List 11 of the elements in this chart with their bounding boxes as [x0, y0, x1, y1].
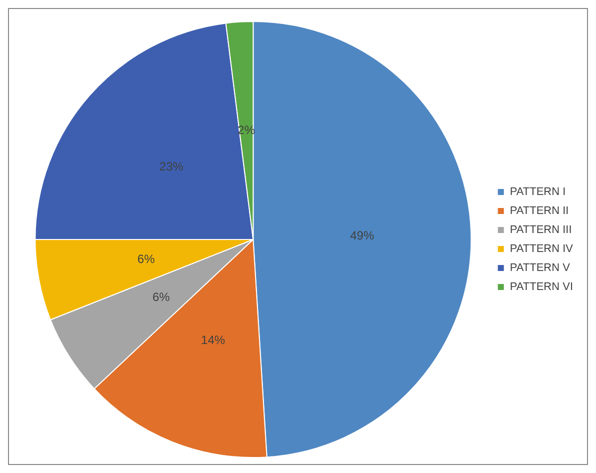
data-label: 49% [350, 228, 374, 242]
legend-label: PATTERN VI [510, 281, 574, 294]
legend-label: PATTERN IV [510, 243, 574, 256]
data-label: 6% [152, 290, 170, 304]
legend-label: PATTERN II [510, 205, 569, 218]
legend-label: PATTERN V [510, 262, 571, 274]
data-label: 23% [159, 160, 184, 174]
legend-label: PATTERN III [510, 224, 572, 236]
legend-label: PATTERN I [510, 186, 566, 198]
data-label: 6% [137, 252, 156, 266]
data-label: 14% [201, 333, 226, 348]
